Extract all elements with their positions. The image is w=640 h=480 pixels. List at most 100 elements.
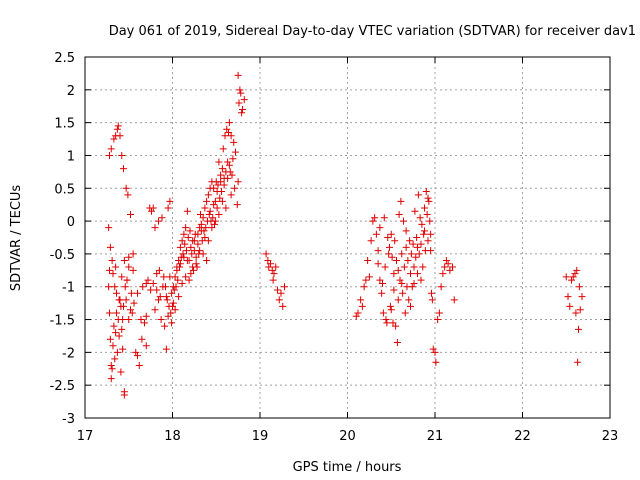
data-point <box>418 220 426 228</box>
data-point <box>217 171 225 179</box>
data-point <box>427 230 435 238</box>
data-point <box>153 286 161 294</box>
data-point <box>113 309 120 317</box>
data-point <box>414 243 421 251</box>
data-point <box>444 260 452 268</box>
data-point <box>117 368 125 376</box>
data-point <box>223 125 231 133</box>
data-point <box>169 299 177 307</box>
data-point <box>135 361 143 369</box>
data-point <box>129 266 137 274</box>
data-point <box>166 197 174 205</box>
data-point <box>109 342 117 350</box>
data-point <box>118 151 126 159</box>
data-point <box>232 148 239 156</box>
data-point <box>238 109 246 117</box>
data-point <box>199 250 207 258</box>
data-point <box>378 289 386 297</box>
data-point <box>106 309 113 317</box>
data-point <box>414 270 421 278</box>
data-point <box>197 227 205 235</box>
data-point <box>149 279 157 287</box>
data-point <box>155 266 163 274</box>
data-point <box>114 316 122 324</box>
data-point <box>176 243 184 251</box>
data-point <box>164 312 172 320</box>
data-point <box>357 296 365 304</box>
data-point <box>428 296 436 304</box>
data-point <box>279 302 287 310</box>
data-point <box>387 230 395 238</box>
data-point <box>142 279 150 287</box>
data-point <box>390 270 398 278</box>
data-point <box>155 217 162 225</box>
data-point <box>409 240 417 248</box>
data-point <box>190 266 197 274</box>
data-point <box>402 227 410 235</box>
data-point <box>157 316 165 324</box>
data-point <box>106 266 113 274</box>
data-point <box>222 204 230 212</box>
data-point <box>274 286 281 294</box>
data-point <box>151 306 159 314</box>
x-tick-label: 21 <box>427 429 444 444</box>
data-point <box>401 309 409 317</box>
data-point <box>384 234 392 241</box>
x-tick-label: 20 <box>339 429 356 444</box>
data-point <box>211 197 219 205</box>
x-axis-label: GPS time / hours <box>293 460 402 475</box>
data-point <box>419 263 427 271</box>
data-point <box>196 224 204 232</box>
data-point <box>109 270 117 278</box>
data-point <box>426 217 434 225</box>
y-tick-label: 1.5 <box>54 117 75 132</box>
data-point <box>134 352 141 360</box>
data-point <box>270 270 278 278</box>
data-point <box>569 273 577 281</box>
data-point <box>369 217 377 225</box>
data-point <box>367 237 375 245</box>
data-point <box>201 234 209 241</box>
data-point <box>237 89 245 97</box>
data-point <box>194 230 202 238</box>
data-point <box>410 263 418 271</box>
data-point <box>381 263 389 271</box>
data-point <box>566 302 574 310</box>
data-point <box>402 243 410 251</box>
data-point <box>352 312 360 320</box>
data-point <box>113 289 120 297</box>
data-point <box>149 204 157 212</box>
data-point <box>379 279 386 287</box>
data-point <box>571 270 579 278</box>
data-point <box>106 151 113 159</box>
data-point <box>371 214 379 222</box>
data-point <box>231 184 239 192</box>
data-point <box>421 227 428 235</box>
data-point <box>410 279 418 287</box>
data-point <box>234 178 242 186</box>
data-point <box>129 250 137 258</box>
data-point <box>404 256 412 264</box>
data-point <box>265 263 273 271</box>
data-point <box>134 289 141 297</box>
data-point <box>442 256 450 264</box>
data-point <box>360 283 368 291</box>
data-point <box>225 119 233 127</box>
data-point <box>206 207 214 215</box>
data-point <box>420 230 428 238</box>
data-point <box>415 250 423 258</box>
data-point <box>387 306 395 314</box>
data-point <box>221 132 229 140</box>
data-point <box>398 279 406 287</box>
y-tick-label: 0.5 <box>54 182 75 197</box>
data-point <box>162 293 170 301</box>
data-point <box>204 191 212 199</box>
data-point <box>225 161 233 169</box>
y-axis-label: SDTVAR / TECUs <box>9 185 24 292</box>
data-point <box>138 335 146 343</box>
data-point <box>364 256 372 264</box>
data-point <box>137 316 145 324</box>
data-point <box>412 253 420 261</box>
data-point <box>431 348 439 356</box>
